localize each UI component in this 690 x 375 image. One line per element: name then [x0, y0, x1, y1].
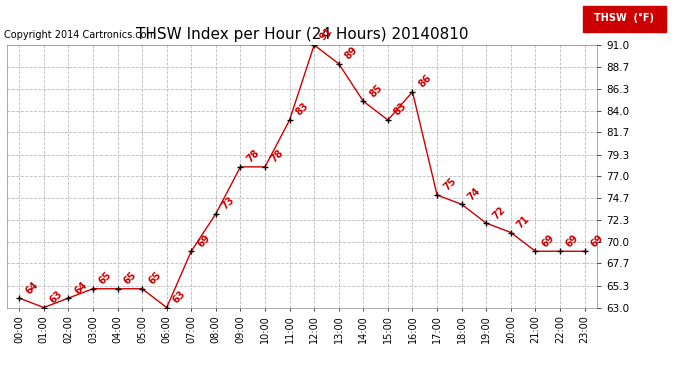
Text: 65: 65 — [146, 270, 163, 286]
Text: 78: 78 — [269, 148, 286, 165]
Text: 64: 64 — [23, 279, 40, 296]
Text: 91: 91 — [318, 26, 335, 43]
Text: Copyright 2014 Cartronics.com: Copyright 2014 Cartronics.com — [4, 30, 156, 40]
Text: 71: 71 — [515, 214, 531, 230]
Text: 72: 72 — [491, 204, 507, 221]
Text: THSW  (°F): THSW (°F) — [595, 13, 654, 23]
Text: 69: 69 — [564, 232, 581, 249]
Text: 69: 69 — [540, 232, 556, 249]
Text: 64: 64 — [72, 279, 89, 296]
Text: 86: 86 — [417, 73, 433, 90]
Text: 78: 78 — [244, 148, 262, 165]
Text: 63: 63 — [171, 289, 188, 305]
Text: 83: 83 — [392, 101, 408, 118]
Text: 65: 65 — [121, 270, 138, 286]
Text: 74: 74 — [466, 186, 482, 202]
Text: 69: 69 — [195, 232, 212, 249]
Text: 75: 75 — [441, 176, 458, 193]
Text: 73: 73 — [220, 195, 237, 211]
Text: 65: 65 — [97, 270, 114, 286]
Title: THSW Index per Hour (24 Hours) 20140810: THSW Index per Hour (24 Hours) 20140810 — [136, 27, 468, 42]
Text: 63: 63 — [48, 289, 65, 305]
Text: 83: 83 — [294, 101, 310, 118]
Text: 89: 89 — [343, 45, 359, 62]
Text: 85: 85 — [368, 82, 384, 99]
Text: 69: 69 — [589, 232, 605, 249]
